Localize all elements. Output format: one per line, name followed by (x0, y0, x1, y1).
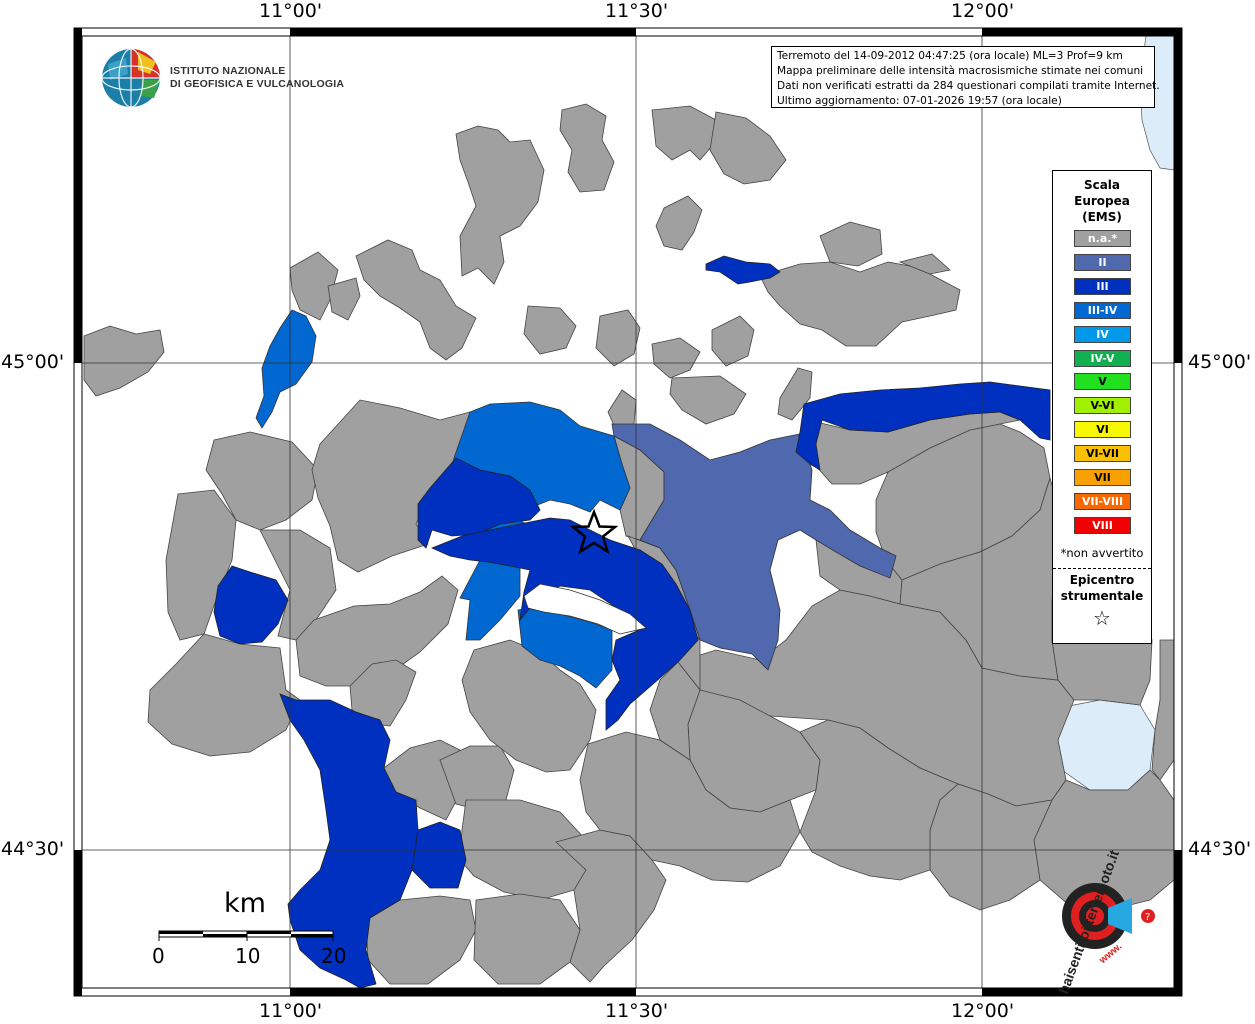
comune-na (677, 589, 1075, 807)
coord-bottom-2: 11°30' (605, 1000, 669, 1022)
scale-tick-10: 10 (235, 944, 261, 968)
scale-bar (158, 930, 334, 941)
svg-text:?: ? (1145, 912, 1150, 923)
legend-swatch: VI-VII (1074, 445, 1131, 463)
event-line-1: Terremoto del 14-09-2012 04:47:25 (ora l… (777, 50, 1123, 62)
comune-intensity-iii (705, 255, 781, 285)
scale-tick-0: 0 (152, 944, 165, 968)
ingv-line-2: DI GEOFISICA E VULCANOLOGIA (170, 78, 345, 90)
event-line-4: Ultimo aggiornamento: 07-01-2026 19:57 (… (777, 95, 1062, 107)
comune-na (147, 633, 301, 757)
white-area (523, 583, 647, 635)
event-line-2: Mappa preliminare delle intensità macros… (777, 65, 1144, 77)
comune-na (649, 661, 701, 761)
comune-intensity-iii (213, 565, 289, 645)
legend-swatch: VII-VIII (1074, 492, 1131, 510)
coord-bottom-1: 11°00' (259, 1000, 323, 1022)
intensity-legend: Scala Europea (EMS) n.a.* II III III-IV IV IV… (1052, 170, 1152, 644)
coord-right-1: 45°00' (1188, 351, 1252, 373)
coord-left-1: 45°00' (1, 351, 65, 373)
comune-na (83, 325, 165, 397)
comune-na (523, 305, 577, 355)
comune-na (669, 375, 747, 425)
map-border (73, 27, 1183, 997)
scale-tick-20: 20 (321, 944, 347, 968)
legend-note: *non avvertito (1060, 546, 1144, 560)
comune-na (711, 315, 755, 367)
coord-top-2: 11°30' (605, 0, 669, 22)
comune-na (473, 893, 581, 985)
comune-na (709, 111, 787, 185)
legend-swatch: V-VI (1074, 397, 1131, 415)
comune-na (365, 895, 477, 985)
event-line-3: Dati non verificati estratti da 284 ques… (777, 80, 1160, 92)
comune-intensity-iii (279, 693, 419, 989)
legend-swatch: II (1074, 253, 1131, 271)
comune-intensity-ii (611, 423, 897, 671)
legend-swatch: VII (1074, 469, 1131, 486)
legend-swatch: IV (1074, 325, 1131, 343)
comune-na (799, 719, 959, 881)
comune-intensity-iii-iv (255, 309, 317, 429)
legend-epi-2: strumentale (1060, 589, 1144, 603)
comune-na (777, 367, 813, 421)
comune-na (898, 253, 951, 275)
coord-left-2: 44°30' (1, 838, 65, 860)
legend-title-2: Europea (1074, 194, 1130, 208)
legend-epicenter: Epicentro strumentale ☆ (1053, 572, 1151, 630)
lagoon-area (1055, 699, 1156, 791)
scale-unit: km (224, 888, 266, 919)
legend-swatch: V (1074, 373, 1131, 391)
comune-na (651, 337, 701, 379)
comune-na (289, 251, 339, 321)
legend-title-3: (EMS) (1082, 210, 1122, 224)
ingv-logo-icon (101, 48, 161, 108)
graticule (82, 36, 1174, 988)
event-info-box: Terremoto del 14-09-2012 04:47:25 (ora l… (771, 46, 1160, 108)
comune-na (295, 575, 459, 687)
legend-separator (1053, 568, 1151, 569)
comune-na (355, 239, 477, 361)
legend-swatch: VIII (1074, 516, 1131, 534)
legend-title-1: Scala (1083, 178, 1121, 192)
coord-bottom-3: 12°00' (951, 1000, 1015, 1022)
comune-na (311, 399, 471, 573)
legend-swatch: VI (1074, 421, 1131, 439)
coord-top-1: 11°00' (259, 0, 323, 22)
legend-star-icon: ☆ (1093, 606, 1111, 630)
comune-na (455, 125, 545, 285)
ingv-logo-text: ISTITUTO NAZIONALE DI GEOFISICA E VULCAN… (170, 65, 344, 91)
comune-na (655, 195, 703, 251)
comune-na (595, 309, 641, 367)
comune-na (651, 105, 717, 161)
comune-na (165, 489, 237, 641)
legend-swatch: n.a.* (1074, 230, 1131, 247)
legend-swatch: IV-V (1074, 349, 1131, 367)
legend-swatch: III (1074, 277, 1131, 295)
comune-na (559, 103, 615, 193)
legend-title: Scala Europea (EMS) (1053, 177, 1151, 225)
comune-na (759, 261, 961, 347)
epicenter-star-icon (569, 508, 619, 555)
comune-intensity-iii (417, 457, 541, 549)
ingv-line-1: ISTITUTO NAZIONALE (170, 65, 286, 77)
legend-swatch: III-IV (1074, 301, 1131, 319)
haisentito-logo-icon: ? (1062, 883, 1155, 949)
coord-right-2: 44°30' (1188, 838, 1252, 860)
legend-epi-1: Epicentro (1069, 573, 1135, 587)
coord-top-3: 12°00' (951, 0, 1015, 22)
comune-na (327, 277, 361, 321)
comune-na (439, 745, 515, 811)
comune-intensity-iii (411, 821, 467, 889)
comune-intensity-iii (795, 381, 1051, 471)
